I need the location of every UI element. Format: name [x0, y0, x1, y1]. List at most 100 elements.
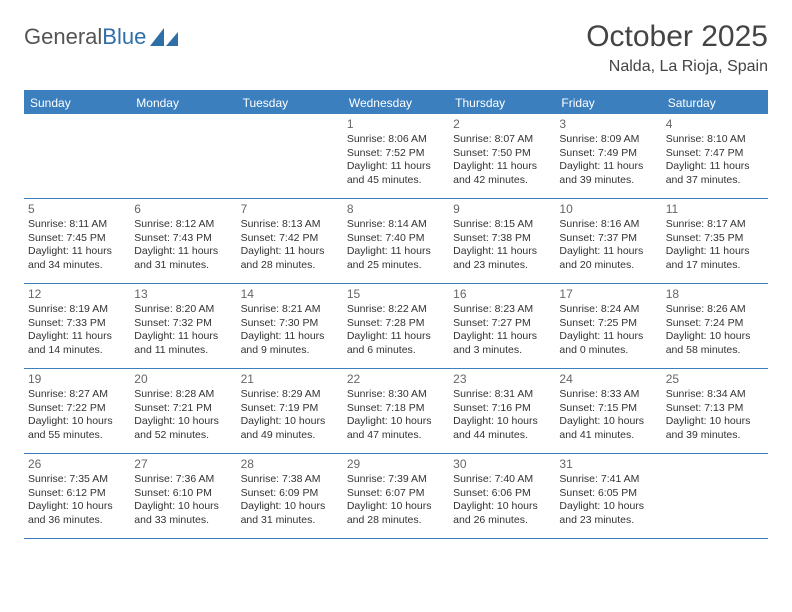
day-cell: [130, 114, 236, 198]
day-number: 25: [666, 372, 764, 386]
location: Nalda, La Rioja, Spain: [586, 58, 768, 76]
day-info: Sunrise: 8:33 AMSunset: 7:15 PMDaylight:…: [559, 388, 657, 443]
weekday-header: Tuesday: [237, 92, 343, 114]
day-info: Sunrise: 8:09 AMSunset: 7:49 PMDaylight:…: [559, 133, 657, 188]
day-cell: 4 Sunrise: 8:10 AMSunset: 7:47 PMDaylight…: [662, 114, 768, 198]
day-number: 15: [347, 287, 445, 301]
day-info: Sunrise: 8:15 AMSunset: 7:38 PMDaylight:…: [453, 218, 551, 273]
day-number: 24: [559, 372, 657, 386]
day-info: Sunrise: 8:23 AMSunset: 7:27 PMDaylight:…: [453, 303, 551, 358]
day-cell: 15 Sunrise: 8:22 AMSunset: 7:28 PMDayligh…: [343, 284, 449, 368]
logo-text: GeneralBlue: [24, 24, 146, 50]
day-number: 22: [347, 372, 445, 386]
day-cell: 23 Sunrise: 8:31 AMSunset: 7:16 PMDayligh…: [449, 369, 555, 453]
day-cell: 1Sunrise: 8:06 AMSunset: 7:52 PMDaylight…: [343, 114, 449, 198]
day-number: 14: [241, 287, 339, 301]
day-number: 23: [453, 372, 551, 386]
day-number: 1: [347, 117, 445, 131]
day-number: 19: [28, 372, 126, 386]
weekday-row: SundayMondayTuesdayWednesdayThursdayFrid…: [24, 92, 768, 114]
week-row: 12Sunrise: 8:19 AMSunset: 7:33 PMDayligh…: [24, 284, 768, 369]
day-info: Sunrise: 8:34 AMSunset: 7:13 PMDaylight:…: [666, 388, 764, 443]
day-info: Sunrise: 8:12 AMSunset: 7:43 PMDaylight:…: [134, 218, 232, 273]
day-cell: 22Sunrise: 8:30 AMSunset: 7:18 PMDayligh…: [343, 369, 449, 453]
title-block: October 2025 Nalda, La Rioja, Spain: [586, 20, 768, 76]
day-number: 21: [241, 372, 339, 386]
day-info: Sunrise: 8:20 AMSunset: 7:32 PMDaylight:…: [134, 303, 232, 358]
weeks-container: 1Sunrise: 8:06 AMSunset: 7:52 PMDaylight…: [24, 114, 768, 539]
logo-part2: Blue: [102, 24, 146, 49]
day-cell: 19 Sunrise: 8:27 AMSunset: 7:22 PMDayligh…: [24, 369, 130, 453]
day-number: 11: [666, 202, 764, 216]
header: GeneralBlue October 2025 Nalda, La Rioja…: [24, 20, 768, 76]
day-cell: 2 Sunrise: 8:07 AMSunset: 7:50 PMDaylight…: [449, 114, 555, 198]
day-number: 31: [559, 457, 657, 471]
day-cell: [24, 114, 130, 198]
logo-part1: General: [24, 24, 102, 49]
day-number: 10: [559, 202, 657, 216]
day-cell: 30 Sunrise: 7:40 AMSunset: 6:06 PMDayligh…: [449, 454, 555, 538]
day-cell: 13Sunrise: 8:20 AMSunset: 7:32 PMDayligh…: [130, 284, 236, 368]
day-info: Sunrise: 8:11 AMSunset: 7:45 PMDaylight:…: [28, 218, 126, 273]
day-info: Sunrise: 7:36 AMSunset: 6:10 PMDaylight:…: [134, 473, 232, 528]
logo-sail-icon: [150, 28, 178, 46]
day-info: Sunrise: 7:39 AMSunset: 6:07 PMDaylight:…: [347, 473, 445, 528]
day-info: Sunrise: 7:35 AMSunset: 6:12 PMDaylight:…: [28, 473, 126, 528]
day-cell: 28 Sunrise: 7:38 AMSunset: 6:09 PMDayligh…: [237, 454, 343, 538]
day-cell: 16 Sunrise: 8:23 AMSunset: 7:27 PMDayligh…: [449, 284, 555, 368]
day-info: Sunrise: 8:29 AMSunset: 7:19 PMDaylight:…: [241, 388, 339, 443]
day-cell: 25 Sunrise: 8:34 AMSunset: 7:13 PMDayligh…: [662, 369, 768, 453]
day-info: Sunrise: 8:26 AMSunset: 7:24 PMDaylight:…: [666, 303, 764, 358]
day-cell: 31 Sunrise: 7:41 AMSunset: 6:05 PMDayligh…: [555, 454, 661, 538]
day-cell: 21 Sunrise: 8:29 AMSunset: 7:19 PMDayligh…: [237, 369, 343, 453]
day-info: Sunrise: 8:16 AMSunset: 7:37 PMDaylight:…: [559, 218, 657, 273]
day-number: 16: [453, 287, 551, 301]
day-info: Sunrise: 8:24 AMSunset: 7:25 PMDaylight:…: [559, 303, 657, 358]
day-cell: 6 Sunrise: 8:12 AMSunset: 7:43 PMDaylight…: [130, 199, 236, 283]
weekday-header: Thursday: [449, 92, 555, 114]
day-cell: 5Sunrise: 8:11 AMSunset: 7:45 PMDaylight…: [24, 199, 130, 283]
weekday-header: Monday: [130, 92, 236, 114]
day-info: Sunrise: 8:27 AMSunset: 7:22 PMDaylight:…: [28, 388, 126, 443]
day-number: 7: [241, 202, 339, 216]
day-info: Sunrise: 8:07 AMSunset: 7:50 PMDaylight:…: [453, 133, 551, 188]
day-number: 26: [28, 457, 126, 471]
day-number: 3: [559, 117, 657, 131]
day-number: 6: [134, 202, 232, 216]
day-number: 2: [453, 117, 551, 131]
day-number: 29: [347, 457, 445, 471]
day-number: 20: [134, 372, 232, 386]
weekday-header: Wednesday: [343, 92, 449, 114]
day-info: Sunrise: 7:40 AMSunset: 6:06 PMDaylight:…: [453, 473, 551, 528]
day-cell: 7 Sunrise: 8:13 AMSunset: 7:42 PMDaylight…: [237, 199, 343, 283]
day-cell: 11 Sunrise: 8:17 AMSunset: 7:35 PMDayligh…: [662, 199, 768, 283]
day-info: Sunrise: 8:17 AMSunset: 7:35 PMDaylight:…: [666, 218, 764, 273]
day-info: Sunrise: 7:38 AMSunset: 6:09 PMDaylight:…: [241, 473, 339, 528]
week-row: 1Sunrise: 8:06 AMSunset: 7:52 PMDaylight…: [24, 114, 768, 199]
week-row: 26 Sunrise: 7:35 AMSunset: 6:12 PMDayligh…: [24, 454, 768, 539]
day-cell: 20Sunrise: 8:28 AMSunset: 7:21 PMDayligh…: [130, 369, 236, 453]
day-cell: 24 Sunrise: 8:33 AMSunset: 7:15 PMDayligh…: [555, 369, 661, 453]
day-info: Sunrise: 8:13 AMSunset: 7:42 PMDaylight:…: [241, 218, 339, 273]
day-number: 4: [666, 117, 764, 131]
day-cell: 8Sunrise: 8:14 AMSunset: 7:40 PMDaylight…: [343, 199, 449, 283]
day-cell: 29 Sunrise: 7:39 AMSunset: 6:07 PMDayligh…: [343, 454, 449, 538]
day-info: Sunrise: 8:22 AMSunset: 7:28 PMDaylight:…: [347, 303, 445, 358]
day-cell: 14 Sunrise: 8:21 AMSunset: 7:30 PMDayligh…: [237, 284, 343, 368]
day-cell: 3 Sunrise: 8:09 AMSunset: 7:49 PMDaylight…: [555, 114, 661, 198]
day-cell: 9Sunrise: 8:15 AMSunset: 7:38 PMDaylight…: [449, 199, 555, 283]
day-info: Sunrise: 8:31 AMSunset: 7:16 PMDaylight:…: [453, 388, 551, 443]
day-number: 18: [666, 287, 764, 301]
weekday-header: Sunday: [24, 92, 130, 114]
day-cell: [237, 114, 343, 198]
day-cell: 27Sunrise: 7:36 AMSunset: 6:10 PMDayligh…: [130, 454, 236, 538]
day-info: Sunrise: 8:19 AMSunset: 7:33 PMDaylight:…: [28, 303, 126, 358]
day-info: Sunrise: 8:10 AMSunset: 7:47 PMDaylight:…: [666, 133, 764, 188]
weekday-header: Saturday: [662, 92, 768, 114]
day-cell: [662, 454, 768, 538]
day-info: Sunrise: 8:21 AMSunset: 7:30 PMDaylight:…: [241, 303, 339, 358]
day-info: Sunrise: 7:41 AMSunset: 6:05 PMDaylight:…: [559, 473, 657, 528]
day-number: 30: [453, 457, 551, 471]
day-cell: 12Sunrise: 8:19 AMSunset: 7:33 PMDayligh…: [24, 284, 130, 368]
day-number: 28: [241, 457, 339, 471]
